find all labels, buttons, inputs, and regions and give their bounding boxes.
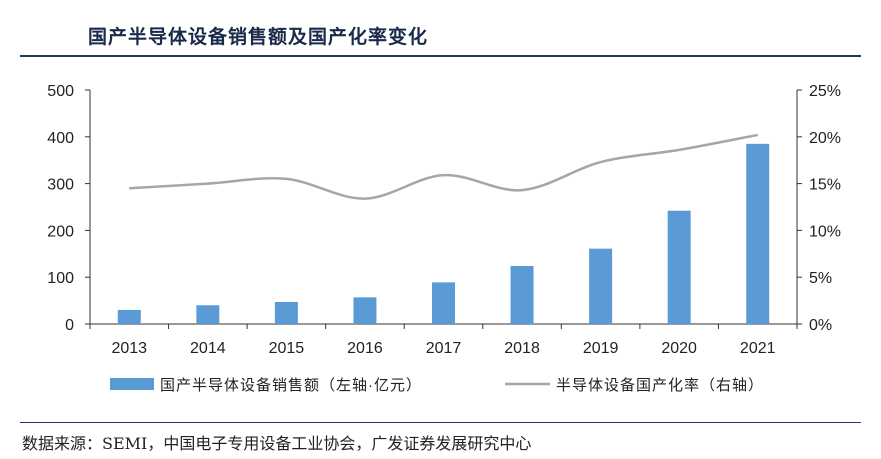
right-axis-tick-label: 10%	[809, 223, 841, 240]
bar	[589, 248, 613, 324]
legend-label-bar: 国产半导体设备销售额（左轴·亿元）	[160, 377, 422, 394]
title-divider	[20, 55, 861, 57]
left-axis-tick-label: 200	[47, 223, 74, 240]
right-axis-tick-label: 5%	[809, 270, 832, 287]
legend-label-line: 半导体设备国产化率（右轴）	[556, 377, 764, 394]
x-axis-tick-label: 2014	[190, 340, 226, 357]
left-axis-tick-label: 100	[47, 270, 74, 287]
x-axis-tick-label: 2015	[269, 340, 305, 357]
source-divider	[20, 422, 861, 423]
bar	[667, 210, 691, 324]
x-axis-tick-label: 2020	[661, 340, 697, 357]
x-axis-tick-label: 2016	[347, 340, 383, 357]
right-axis-tick-label: 20%	[809, 130, 841, 147]
bar	[746, 143, 770, 324]
bar	[432, 282, 455, 324]
x-axis-tick-label: 2013	[111, 340, 147, 357]
left-axis-tick-label: 400	[47, 130, 74, 147]
bar	[196, 305, 220, 324]
right-axis-tick-label: 25%	[809, 83, 841, 100]
right-axis-tick-label: 0%	[809, 317, 832, 334]
x-axis-tick-label: 2019	[583, 340, 619, 357]
left-axis-tick-label: 500	[47, 83, 74, 100]
bar	[274, 302, 298, 324]
left-axis-tick-label: 300	[47, 177, 74, 194]
legend-swatch-bar	[110, 378, 154, 390]
series-line	[129, 133, 758, 200]
bar	[117, 309, 141, 324]
chart-title: 国产半导体设备销售额及国产化率变化	[88, 26, 429, 48]
right-axis-tick-label: 15%	[809, 177, 841, 194]
x-axis-tick-label: 2021	[740, 340, 776, 357]
left-axis-tick-label: 0	[65, 317, 74, 334]
x-axis-tick-label: 2018	[504, 340, 540, 357]
bar	[353, 297, 377, 324]
x-axis-tick-label: 2017	[426, 340, 462, 357]
bar	[510, 265, 534, 324]
source-note: 数据来源：SEMI，中国电子专用设备工业协会，广发证券发展研究中心	[22, 434, 532, 453]
